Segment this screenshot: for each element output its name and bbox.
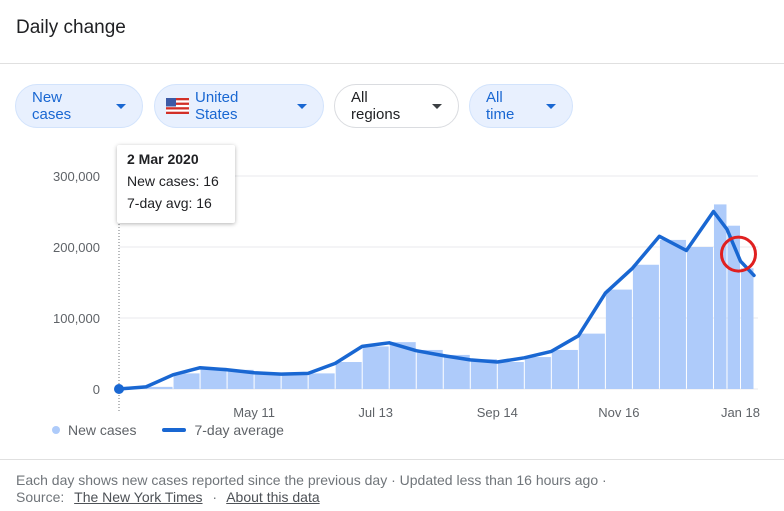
- time-filter-chip[interactable]: All time: [469, 84, 573, 128]
- case-bar: [308, 373, 335, 389]
- case-bar: [727, 225, 740, 389]
- location-filter-chip[interactable]: United States: [154, 84, 324, 128]
- chart-tooltip: 2 Mar 2020 New cases: 16 7-day avg: 16: [117, 145, 235, 223]
- start-marker: [114, 383, 124, 394]
- page-title: Daily change: [16, 17, 126, 38]
- case-bar: [524, 357, 551, 389]
- x-tick-label: Jan 18: [721, 405, 760, 420]
- case-bar: [281, 374, 308, 389]
- case-bar: [227, 369, 254, 389]
- case-bar: [173, 373, 200, 389]
- about-data-link[interactable]: About this data: [226, 489, 320, 505]
- case-bar: [632, 264, 659, 389]
- case-bar: [200, 367, 227, 389]
- chevron-down-icon: [297, 103, 307, 109]
- case-bar: [362, 346, 389, 389]
- case-bar: [713, 204, 727, 389]
- case-bar: [686, 247, 713, 389]
- x-tick-label: Sep 14: [477, 405, 518, 420]
- daily-change-chart[interactable]: 0 100,000 200,000 300,000 May 11 Jul 13 Sep 14…: [0, 140, 784, 420]
- case-bar: [497, 362, 524, 389]
- x-tick-label: May 11: [233, 405, 275, 420]
- metric-filter-label: New cases: [32, 89, 72, 123]
- time-filter-label: All time: [486, 89, 515, 123]
- average-line: [117, 209, 756, 391]
- chevron-down-icon: [116, 103, 126, 109]
- case-bar: [605, 289, 632, 389]
- case-bar: [659, 239, 686, 389]
- location-filter-label: United States: [194, 89, 239, 123]
- legend-bars-label: New cases: [68, 422, 137, 438]
- footer-divider: [0, 459, 784, 460]
- region-filter-chip[interactable]: All regions: [334, 84, 459, 128]
- source-link[interactable]: The New York Times: [74, 489, 203, 505]
- tooltip-average: 7-day avg: 16: [127, 195, 212, 211]
- case-bar: [335, 362, 362, 389]
- y-tick-label: 0: [93, 382, 100, 397]
- chevron-down-icon: [432, 103, 442, 109]
- case-bar: [254, 372, 281, 389]
- legend-line-label: 7-day average: [194, 422, 284, 438]
- chart-legend: New cases 7-day average: [52, 422, 284, 438]
- source-prefix: Source:: [16, 489, 65, 505]
- footer-source: Source: The New York Times · About this …: [16, 489, 320, 505]
- footer-note: Each day shows new cases reported since …: [16, 472, 607, 488]
- case-bar: [740, 268, 754, 389]
- y-tick-label: 100,000: [53, 311, 100, 326]
- us-flag-icon: [166, 98, 189, 114]
- y-tick-label: 300,000: [53, 169, 100, 184]
- metric-filter-chip[interactable]: New cases: [15, 84, 143, 128]
- case-bar: [551, 349, 578, 389]
- tooltip-new-cases: New cases: 16: [127, 173, 219, 189]
- x-tick-label: Nov 16: [598, 405, 639, 420]
- footer-separator: ·: [212, 489, 218, 505]
- header-divider: [0, 63, 784, 64]
- case-bar: [578, 333, 605, 389]
- region-filter-label: All regions: [351, 89, 401, 123]
- case-bar: [146, 386, 173, 389]
- bar-legend-swatch: [52, 426, 60, 434]
- case-bar: [470, 359, 497, 389]
- highlight-circle-annotation: [719, 235, 757, 273]
- line-legend-swatch: [162, 428, 187, 432]
- x-tick-label: Jul 13: [358, 405, 393, 420]
- chevron-down-icon: [546, 103, 556, 109]
- tooltip-date: 2 Mar 2020: [127, 151, 199, 167]
- y-tick-label: 200,000: [53, 240, 100, 255]
